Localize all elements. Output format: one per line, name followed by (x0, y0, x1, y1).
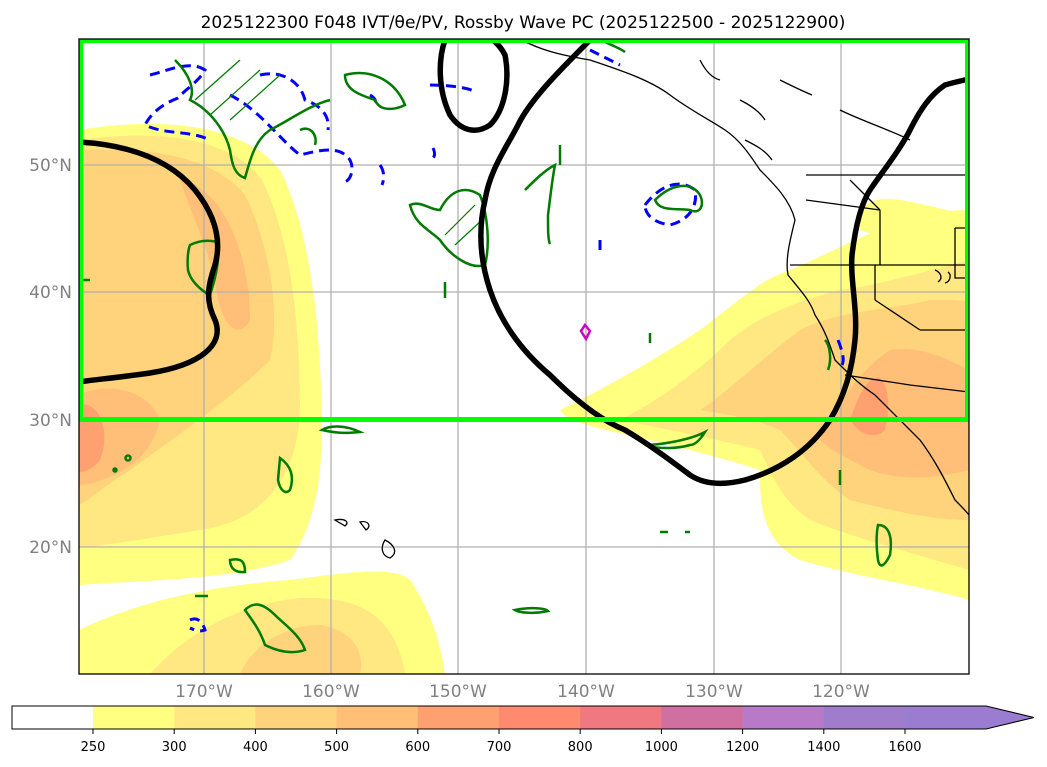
lat-label-40n: 40°N (29, 283, 72, 303)
lon-label-160w: 160°W (302, 682, 360, 702)
theta-e-contours (142, 48, 845, 633)
colorbar-cell (417, 706, 500, 729)
coastlines (333, 39, 969, 559)
ivt-shading (79, 123, 969, 674)
colorbar-cell (174, 706, 256, 729)
lon-label-170w: 170°W (175, 682, 233, 702)
colorbar: 250 300 400 500 600 700 800 1000 1200 1400 1600 (11, 705, 1035, 755)
colorbar-cell (905, 706, 987, 729)
colorbar-tick-label: 400 (243, 740, 268, 755)
colorbar-tick-label: 250 (81, 740, 106, 755)
lon-label-130w: 130°W (685, 682, 743, 702)
colorbar-tick-label: 1600 (888, 740, 921, 755)
latitude-labels: 50°N 40°N 30°N 20°N (29, 156, 72, 558)
colorbar-cell (823, 706, 906, 729)
colorbar-tick-label: 1000 (645, 740, 678, 755)
colorbar-cell (336, 706, 419, 729)
highlight-box (79, 39, 969, 422)
colorbar-cell (580, 706, 662, 729)
lon-label-140w: 140°W (557, 682, 615, 702)
colorbar-cell (499, 706, 581, 729)
colorbar-cell (255, 706, 338, 729)
figure-title: 2025122300 F048 IVT/θe/PV, Rossby Wave P… (201, 13, 846, 33)
colorbar-tick-label: 500 (324, 740, 349, 755)
colorbar-tick-label: 800 (568, 740, 593, 755)
colorbar-cell (661, 706, 744, 729)
colorbar-cell (93, 706, 175, 729)
colorbar-cell (742, 706, 825, 729)
colorbar-tick-label: 600 (405, 740, 430, 755)
magenta-feature (579, 322, 592, 342)
lon-label-150w: 150°W (429, 682, 487, 702)
lat-label-20n: 20°N (29, 538, 72, 558)
longitude-labels: 170°W 160°W 150°W 140°W 130°W 120°W (175, 682, 870, 702)
lat-label-30n: 30°N (29, 411, 72, 431)
lon-label-120w: 120°W (812, 682, 870, 702)
colorbar-tick-label: 700 (487, 740, 512, 755)
colorbar-tick-label: 1200 (726, 740, 759, 755)
map-panel (78, 38, 970, 675)
colorbar-tick-label: 300 (162, 740, 187, 755)
colorbar-tick-label: 1400 (807, 740, 840, 755)
rossby-wave-contours (79, 39, 969, 487)
lat-label-50n: 50°N (29, 156, 72, 176)
